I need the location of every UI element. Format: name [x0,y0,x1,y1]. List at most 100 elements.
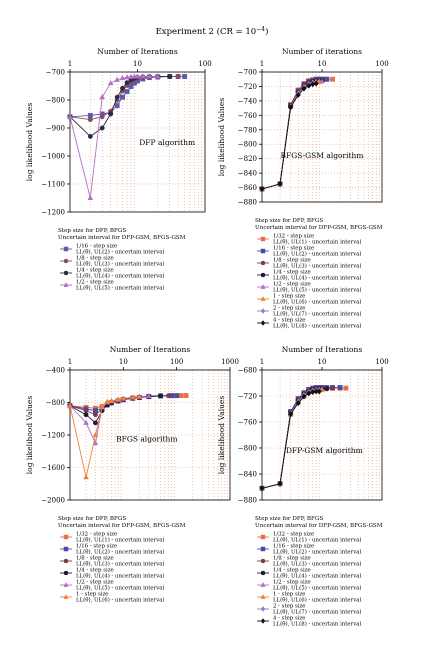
data-point [167,74,173,79]
y-tick-label: −720 [238,83,257,91]
legend-marker [63,558,69,564]
legend-entry: 2 - step size [273,604,306,610]
legend-marker [260,272,266,278]
y-tick-label: −840 [238,170,257,178]
data-point [120,94,125,100]
data-point [301,393,307,400]
y-tick-label: −800 [238,445,257,453]
legend-entry: 2 - step size [273,306,306,312]
legend-title: Step size for DFP, BFGS [58,516,126,522]
x-tick-label: 100 [375,60,388,68]
legend-entry-sub: LL(θ), UL(7) - uncertain interval [273,311,361,318]
series-line-1 [261,387,341,489]
y-tick-label: −800 [46,399,65,407]
data-point [115,396,122,402]
series-line-2 [69,76,170,137]
legend-entry-sub: LL(θ), UL(5) - uncertain interval [76,285,164,292]
data-point [306,82,312,89]
legend-title: Uncertain interval for DFP-GSM, BFGS-GSM [58,523,186,529]
legend-entry-sub: LL(θ), UL(5) - uncertain interval [273,287,361,294]
data-point [324,386,330,392]
data-point [288,104,294,111]
data-point [108,111,114,117]
legend-marker [260,320,266,326]
data-point [324,76,330,82]
data-point [145,392,152,399]
data-point [178,393,184,399]
x-tick-label: 1 [68,60,72,68]
legend-entry-sub: LL(θ), UL(4) - uncertain interval [76,273,164,280]
legend-entry: 1 - step size [273,592,306,598]
y-tick-label: −840 [238,471,257,479]
legend-entry: 1/8 - step size [273,258,311,264]
legend-marker [260,284,266,289]
y-tick-label: −1200 [41,432,65,440]
y-tick-label: −1000 [41,153,65,161]
data-point [107,80,114,86]
data-point [295,92,301,99]
data-point [114,103,120,109]
data-point [87,133,93,139]
x-tick-label: 10 [318,60,327,68]
y-tick-label: −740 [238,97,257,105]
legend-entry: 1/32 - step size [273,234,314,240]
legend-entry: 4 - step size [273,318,306,324]
legend-marker [63,270,69,276]
legend-entry: 1/4 - step size [273,270,311,276]
legend-entry-sub: LL(θ), UL(1) - uncertain interval [273,537,361,544]
figure-title-prefix: Experiment 2 (CR = 10 [156,26,257,37]
x-tick-label: 10 [133,60,142,68]
legend-entry: 1/8 - step size [273,556,311,562]
legend-entry-sub: LL(θ), UL(1) - uncertain interval [76,537,164,544]
x-tick-label: 1 [68,358,72,366]
legend-entry: 1/4 - step size [273,568,311,574]
legend-marker [260,606,266,612]
y-tick-label: −720 [238,393,257,401]
legend-title: Step size for DFP, BFGS [58,228,126,234]
legend-entry: 1/2 - step size [273,282,311,288]
data-point [288,411,294,418]
chart-bfgs-gsm: 1 10 100 Number of iterations −700 −720 −740 −7… [217,47,389,330]
data-point [99,125,105,131]
data-point [124,74,130,80]
legend-entry-sub: LL(θ), UL(1) - uncertain interval [273,239,361,246]
algorithm-annotation: DFP-GSM algorithm [286,446,363,455]
legend-entry: 1/2 - step size [76,280,114,286]
data-point [306,390,312,397]
data-point [158,393,164,399]
legend-marker [260,260,266,266]
series-line-4 [261,389,322,489]
algorithm-annotation: DFP algorithm [139,138,195,147]
data-point [83,474,89,480]
legend-entry: 1/8 - step size [76,556,114,562]
legend-entry: 1/32 - step size [76,532,117,538]
data-point [165,393,171,399]
legend-entry-sub: LL(θ), UL(7) - uncertain interval [273,609,361,616]
data-point [277,480,283,487]
data-point [183,393,189,399]
data-point [295,400,301,407]
data-point [92,431,99,438]
data-point [146,73,153,79]
data-point [124,89,130,95]
legend-marker [63,546,69,552]
x-tick-label: 10 [119,358,128,366]
y-tick-label: −900 [46,125,65,133]
data-point [313,80,319,87]
x-tick-label: 100 [375,358,388,366]
legend-entry-sub: LL(θ), UL(4) - uncertain interval [273,275,361,282]
data-point [92,408,98,414]
data-point [154,73,161,79]
chart-dfp: 1 10 100 Number of Iterations −700 −800 −900 −1… [25,47,212,292]
legend-entry-sub: LL(θ), UL(3) - uncertain interval [76,561,164,568]
legend-entry: 1/8 - step size [76,256,114,262]
legend-entry-sub: LL(θ), UL(4) - uncertain interval [273,573,361,580]
data-point [67,402,73,408]
data-point [301,85,307,92]
legend-title: Uncertain interval for DFP-GSM, BFGS-GSM [255,225,383,231]
y-axis-label: log likelihood Values [25,396,34,475]
